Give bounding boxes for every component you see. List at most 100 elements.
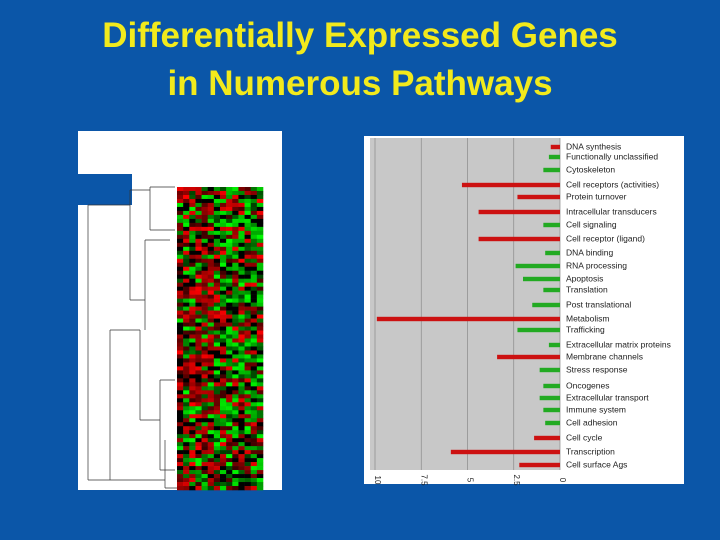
heatmap-cell	[207, 262, 215, 268]
heatmap-cell	[250, 334, 258, 339]
heatmap-cell	[244, 206, 252, 212]
heatmap-cell	[195, 366, 202, 371]
heatmap-cell	[183, 454, 190, 459]
heatmap-cell	[201, 226, 209, 232]
heatmap-cell	[213, 462, 221, 467]
category-label: Stress response	[566, 364, 628, 374]
heatmap-cell	[207, 398, 215, 403]
heatmap-cell	[244, 266, 252, 272]
heatmap-cell	[250, 438, 258, 443]
heatmap-cell	[207, 274, 215, 279]
heatmap-cell	[177, 218, 184, 224]
heatmap-cell	[250, 482, 258, 487]
heatmap-cell	[238, 418, 245, 423]
heatmap-cell	[232, 214, 239, 220]
heatmap-cell	[220, 246, 227, 252]
heatmap-cell	[232, 422, 239, 427]
heatmap-cell	[183, 242, 190, 248]
heatmap-cell	[244, 334, 252, 339]
heatmap-cell	[177, 262, 184, 268]
heatmap-cell	[201, 198, 209, 204]
heatmap-cell	[189, 230, 196, 236]
heatmap-cell	[220, 458, 227, 463]
heatmap-cell	[238, 438, 245, 443]
heatmap-cell	[207, 298, 215, 303]
heatmap-cell	[232, 266, 239, 272]
heatmap-cell	[250, 194, 258, 200]
heatmap-cell	[250, 386, 258, 391]
heatmap-cell	[213, 214, 221, 220]
heatmap-cell	[220, 446, 227, 451]
heatmap-cell	[207, 382, 215, 387]
heatmap-cell	[244, 370, 252, 375]
heatmap-cell	[195, 446, 202, 451]
heatmap-cell	[250, 226, 258, 232]
heatmap-cell	[232, 226, 239, 232]
heatmap-cell	[177, 246, 184, 252]
heatmap-cell	[226, 450, 233, 455]
heatmap-cell	[220, 386, 227, 391]
heatmap-cell	[232, 318, 239, 323]
heatmap-cell	[207, 354, 215, 359]
heatmap-cell	[244, 210, 252, 216]
heatmap-cell	[207, 346, 215, 351]
heatmap-cell	[226, 246, 233, 252]
heatmap-cell	[238, 322, 245, 327]
heatmap-cell	[177, 434, 184, 439]
heatmap-cell	[207, 330, 215, 335]
heatmap-cell	[183, 446, 190, 451]
heatmap-cell	[183, 466, 190, 471]
heatmap-cell	[232, 210, 239, 216]
heatmap-cell	[220, 438, 227, 443]
heatmap-cell	[238, 362, 245, 367]
heatmap-cell	[226, 418, 233, 423]
heatmap-cell	[226, 230, 233, 236]
heatmap-cell	[244, 254, 252, 260]
heatmap-cell	[238, 474, 245, 479]
heatmap-cell	[195, 310, 202, 315]
heatmap-cell	[220, 286, 227, 291]
heatmap-cell	[195, 262, 202, 268]
heatmap-cell	[201, 262, 209, 268]
heatmap-cell	[213, 398, 221, 403]
heatmap-cell	[256, 206, 264, 212]
heatmap-cell	[213, 478, 221, 483]
heatmap-cell	[195, 390, 202, 395]
heatmap-cell	[256, 398, 264, 403]
heatmap-cell	[213, 206, 221, 212]
heatmap-cell	[226, 430, 233, 435]
heatmap-cell	[201, 470, 209, 475]
heatmap-cell	[201, 330, 209, 335]
heatmap-cell	[238, 366, 245, 371]
heatmap-cell	[189, 478, 196, 483]
heatmap-cell	[232, 190, 239, 196]
heatmap-cell	[238, 482, 245, 487]
bar	[517, 327, 560, 333]
heatmap-cell	[232, 398, 239, 403]
heatmap-cell	[201, 290, 209, 295]
heatmap-cell	[238, 262, 245, 268]
heatmap-cell	[244, 230, 252, 236]
heatmap-cell	[195, 462, 202, 467]
heatmap-cell	[183, 398, 190, 403]
heatmap-cell	[250, 218, 258, 224]
heatmap-cell	[183, 214, 190, 220]
heatmap-cell	[195, 398, 202, 403]
heatmap-cell	[250, 258, 258, 264]
heatmap-cell	[238, 442, 245, 447]
heatmap-cell	[195, 378, 202, 383]
heatmap-cell	[256, 250, 264, 256]
heatmap-cell	[250, 286, 258, 291]
heatmap-cell	[189, 470, 196, 475]
heatmap-cell	[201, 410, 209, 415]
heatmap-cell	[189, 290, 196, 295]
heatmap-cell	[232, 390, 239, 395]
heatmap-cell	[220, 374, 227, 379]
heatmap-cell	[244, 294, 252, 299]
heatmap-cell	[256, 390, 264, 395]
heatmap-cell	[177, 342, 184, 347]
x-tick-label: 2.5	[512, 474, 521, 486]
heatmap-cell	[207, 206, 215, 212]
heatmap-cell	[250, 234, 258, 240]
heatmap-cell	[220, 422, 227, 427]
